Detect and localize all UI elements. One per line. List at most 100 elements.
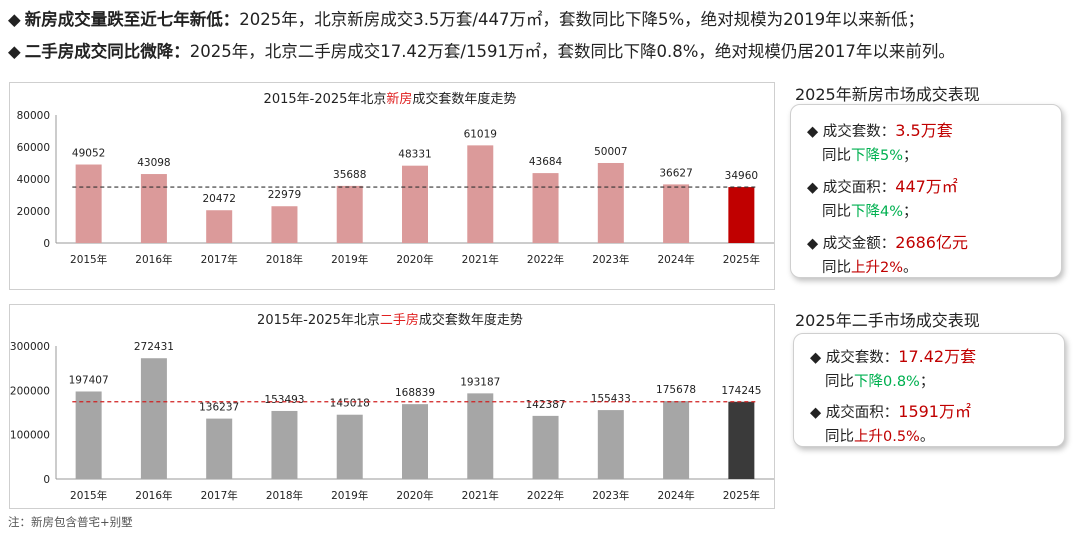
bar-value-label: 48331 [398,149,431,161]
resale-homes-summary-title: 2025年二手市场成交表现 [795,311,980,330]
bullet-icon: ◆ [807,180,819,196]
bar [597,410,624,479]
resale-homes-bar-chart: 2015年-2025年北京二手房成交套数年度走势 300000 200000 1000… [10,312,774,502]
bullet-icon: ◆ [807,236,819,252]
bar-value-label: 43684 [529,156,563,168]
y-tick-label: 40000 [17,174,50,186]
bar [336,414,363,479]
bar [140,358,167,479]
stat-yoy: 同比下降4%； [822,200,958,221]
headline-lead: 新房成交量跌至近七年新低 [24,10,223,29]
bullet-icon: ◆ [810,405,822,421]
y-tick-label: 20000 [17,206,50,218]
chart-title-suffix: 成交套数年度走势 [419,312,523,328]
stat-yoy-prefix: 同比 [825,374,854,390]
stat-yoy-suffix: ； [919,374,935,390]
bar-value-label: 49052 [72,148,105,160]
stat-yoy-suffix: 。 [919,429,935,445]
bar-value-label: 142387 [525,399,565,411]
bar-value-label: 36627 [659,167,692,179]
stat-value: 447万㎡ [895,177,958,196]
new-homes-summary-card: ◆ 成交套数：3.5万套 同比下降5%； ◆ 成交面积：447万㎡ 同比下降4%… [790,104,1062,278]
bar [402,404,428,479]
stat-yoy-suffix: ； [903,148,918,164]
x-tick-label: 2023年 [592,253,629,266]
headline-body: 2025年，北京新房成交3.5万套/447万㎡，套数同比下降5%，绝对规模为20… [239,10,925,29]
stat-yoy-suffix: ； [903,204,918,220]
x-tick-label: 2023年 [592,489,629,502]
bar-value-label: 136237 [199,402,239,414]
headline-sep: ： [173,42,190,61]
bullet-icon: ◆ [810,350,822,366]
x-tick-label: 2015年 [70,489,107,502]
x-tick-label: 2017年 [201,253,238,266]
bullet-icon: ◆ [8,42,21,61]
y-tick-label: 60000 [17,142,50,154]
chart-title-highlight: 二手房 [380,312,419,328]
bullet-icon: ◆ [8,10,21,29]
stat-yoy-change: 下降4% [851,204,904,220]
stat-units: ◆ 成交套数：3.5万套 同比下降5%； [807,117,953,165]
x-tick-label: 2019年 [331,489,368,502]
bar-value-label: 175678 [656,384,696,396]
bar [532,415,559,479]
bar-value-label: 153493 [264,394,304,406]
x-tick-label: 2022年 [527,489,564,502]
bar [467,393,494,479]
y-tick-label: 0 [43,474,50,486]
bar-value-label: 197407 [69,374,109,386]
x-tick-label: 2022年 [527,253,564,266]
headline-sep: ： [222,10,240,29]
bar-value-label: 34960 [725,170,758,182]
bar [597,162,624,243]
x-tick-label: 2025年 [723,253,760,266]
chart-title-suffix: 成交套数年度走势 [412,91,516,107]
x-tick-label: 2015年 [70,253,107,266]
footnote: 注：新房包含普宅+别墅 [8,515,133,529]
x-tick-label: 2016年 [135,253,172,266]
stat-yoy-suffix: 。 [903,260,918,276]
chart-title-prefix: 2015年-2025年北京 [264,92,387,107]
stat-value: 3.5万套 [895,121,953,140]
y-tick-label: 200000 [10,385,50,397]
new-homes-chart-panel: 2015年-2025年北京新房成交套数年度走势 80000 60000 40000 20… [9,82,775,290]
stat-yoy-prefix: 同比 [822,204,851,220]
new-homes-bar-chart: 2015年-2025年北京新房成交套数年度走势 80000 60000 40000 20… [17,91,774,266]
x-tick-label: 2018年 [266,489,303,502]
stat-yoy-change: 上升0.5% [854,429,920,445]
y-tick-label: 80000 [17,110,50,122]
stat-yoy: 同比下降5%； [822,144,953,165]
stat-value: 2686亿元 [895,233,968,252]
headline-body: 2025年，北京二手房成交17.42万套/1591万㎡，套数同比下降0.8%，绝… [189,42,955,61]
y-tick-label: 0 [43,238,50,250]
stat-area: ◆ 成交面积：1591万㎡ 同比上升0.5%。 [810,398,971,446]
headline-lead: 二手房成交同比微降 [24,42,174,61]
bar [728,187,755,243]
bar [271,410,298,479]
stat-yoy-prefix: 同比 [822,148,851,164]
resale-homes-chart-panel: 2015年-2025年北京二手房成交套数年度走势 300000 200000 1000… [9,304,775,509]
bar [532,173,559,243]
bar [271,206,298,243]
x-tick-label: 2024年 [657,489,694,502]
stat-units: ◆ 成交套数：17.42万套 同比下降0.8%； [810,343,976,391]
stat-yoy-prefix: 同比 [825,429,854,445]
bar [140,174,167,243]
bar-value-label: 35688 [333,169,366,181]
bar-value-label: 50007 [594,146,627,158]
stat-label: 成交套数： [825,350,899,366]
bar-value-label: 61019 [464,128,497,140]
new-homes-summary-title: 2025年新房市场成交表现 [795,85,980,104]
bar [206,210,233,243]
bar [663,184,690,243]
stat-yoy-change: 下降5% [851,148,904,164]
y-tick-label: 300000 [10,341,50,353]
x-tick-label: 2020年 [396,253,433,266]
chart-title: 2015年-2025年北京新房成交套数年度走势 [264,91,517,107]
chart-title: 2015年-2025年北京二手房成交套数年度走势 [257,312,523,328]
stat-yoy: 同比下降0.8%； [825,370,976,391]
bar-value-label: 145018 [330,398,370,410]
y-tick-label: 100000 [10,430,50,442]
chart-title-prefix: 2015年-2025年北京 [257,313,380,328]
x-tick-label: 2024年 [657,253,694,266]
